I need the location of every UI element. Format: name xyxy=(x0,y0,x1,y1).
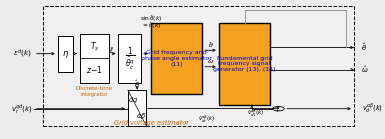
Bar xyxy=(151,23,202,94)
Text: $\ell$: $\ell$ xyxy=(109,44,114,54)
Text: $\approx\hat{\theta}(k)$: $\approx\hat{\theta}(k)$ xyxy=(141,20,161,31)
Text: Fundamental grid
frequency signal
generator (13), (14): Fundamental grid frequency signal genera… xyxy=(213,56,276,72)
Text: $\hat{\theta}$: $\hat{\theta}$ xyxy=(361,42,367,53)
Text: +: + xyxy=(274,105,279,110)
Bar xyxy=(219,23,270,105)
Bar xyxy=(128,90,146,126)
Text: $\hat{\theta}$: $\hat{\theta}$ xyxy=(134,78,140,90)
Text: $T_s$: $T_s$ xyxy=(90,41,99,53)
Bar xyxy=(119,34,141,83)
Text: Grid voltage estimator: Grid voltage estimator xyxy=(114,119,189,126)
Text: $z\!-\!1$: $z\!-\!1$ xyxy=(86,64,103,75)
Text: $\hat{\omega}$: $\hat{\omega}$ xyxy=(207,57,214,66)
Text: $\hat{v}_{dr}^{\alpha\beta}(k)$: $\hat{v}_{dr}^{\alpha\beta}(k)$ xyxy=(198,114,215,125)
Text: $v_r^{qd}(k)$: $v_r^{qd}(k)$ xyxy=(11,102,33,116)
Text: $\alpha\beta$: $\alpha\beta$ xyxy=(136,111,146,121)
Bar xyxy=(80,34,109,83)
Text: Grid frequency and
phase angle estimator
(11): Grid frequency and phase angle estimator… xyxy=(141,50,212,67)
Text: $\hat{v}_{d1}^{\alpha\beta}(k)$: $\hat{v}_{d1}^{\alpha\beta}(k)$ xyxy=(247,107,264,119)
Text: $\hat{\omega}$: $\hat{\omega}$ xyxy=(361,64,369,75)
Text: $\varepsilon^d(k)$: $\varepsilon^d(k)$ xyxy=(13,48,31,60)
Text: $v_d^{\alpha\beta}(k)$: $v_d^{\alpha\beta}(k)$ xyxy=(362,102,383,116)
Text: +: + xyxy=(274,108,279,113)
Text: Discrete-time
integrator: Discrete-time integrator xyxy=(76,86,113,97)
Bar xyxy=(58,36,73,72)
Text: $\dfrac{1}{\hat{\theta}_c^q}$: $\dfrac{1}{\hat{\theta}_c^q}$ xyxy=(125,45,135,72)
Text: $dq$: $dq$ xyxy=(128,95,138,105)
Bar xyxy=(43,6,354,126)
Text: $\eta$: $\eta$ xyxy=(62,49,69,60)
Text: $\hat{\theta}$: $\hat{\theta}$ xyxy=(208,40,213,50)
Text: $\sin\hat{\theta}(k)$: $\sin\hat{\theta}(k)$ xyxy=(139,13,162,24)
